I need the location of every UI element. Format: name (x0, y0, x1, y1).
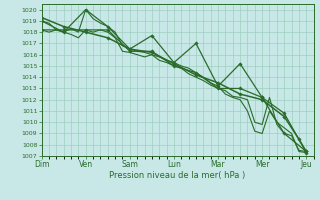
X-axis label: Pression niveau de la mer( hPa ): Pression niveau de la mer( hPa ) (109, 171, 246, 180)
